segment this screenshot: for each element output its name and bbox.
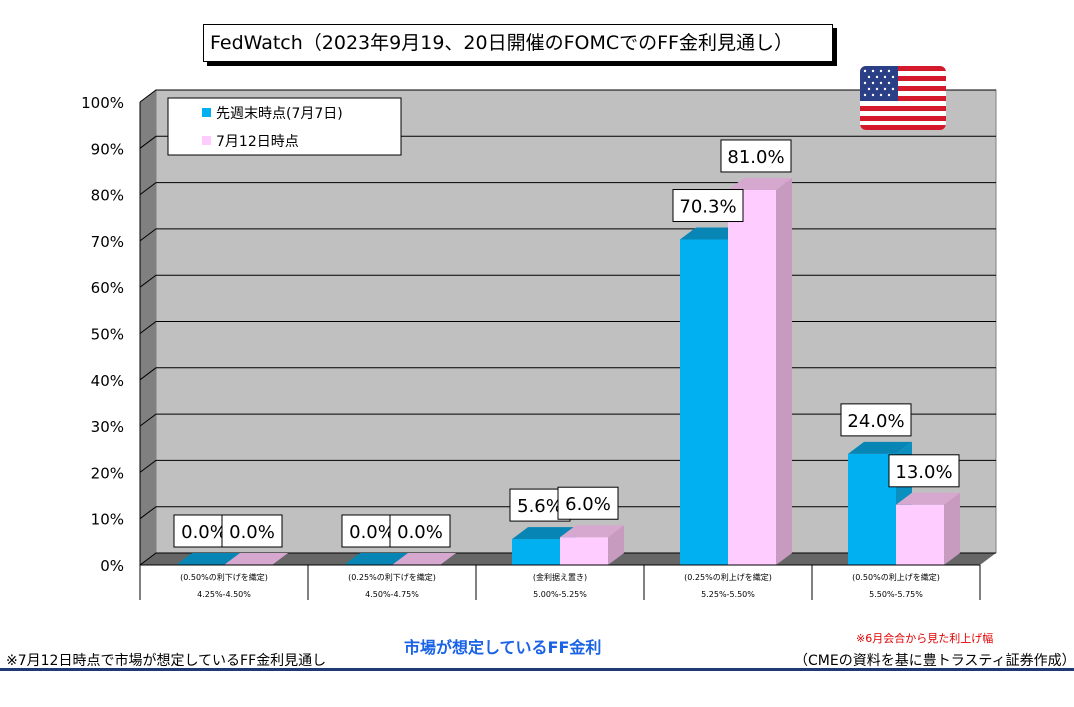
legend-swatch-1 [202,136,211,145]
data-label: 0.0% [349,522,395,543]
legend-label-1: 7月12日時点 [216,134,299,150]
bar-top-1-4 [896,492,960,505]
data-label-box [389,514,451,548]
bars [176,177,960,566]
bar-top-1-2 [560,525,624,538]
data-label: 6.0% [565,494,611,515]
bar-top-1-3 [728,177,792,190]
bar-1-4 [896,504,944,565]
us-flag-icon [860,66,946,130]
bar-0-2 [512,539,560,565]
y-tick-label: 0% [100,557,124,575]
legend-box [167,97,402,156]
y-tick-label: 40% [91,372,124,390]
data-label: 13.0% [895,462,952,483]
legend-label-0: 先週末時点(7月7日) [216,106,343,122]
bar-top-1-1 [392,553,456,565]
bar-1-3 [728,189,776,565]
y-tick-label: 20% [91,464,124,482]
data-label-box [672,189,744,223]
data-label: 5.6% [517,496,563,517]
x-category-note: (0.25%の利上げを織定) [684,572,772,582]
data-label: 0.0% [181,522,227,543]
y-tick-label: 70% [91,233,124,251]
bar-top-0-4 [848,441,912,454]
data-label: 0.0% [397,522,443,543]
y-axis-ticks: 0% 10% 20% 30% 40% 50% 60% 70% 80% 90% 100% [81,94,124,575]
data-label: 0.0% [229,522,275,543]
legend-swatch-0 [202,108,211,117]
y-tick-label: 10% [91,511,124,529]
y-tick-label: 80% [91,187,124,205]
x-category-note: (0.50%の利上げを織定) [852,572,940,582]
footer-red-note: ※6月会合から見た利上げ幅 [856,632,994,645]
gridline [139,89,996,103]
bar-side-1-2 [608,525,624,565]
x-category-note: (金利据え置き) [533,572,587,582]
bar-0-4 [848,453,896,565]
x-axis-title: 市場が想定しているFF金利 [404,638,602,657]
y-tick-label: 100% [81,94,124,112]
data-label-box [557,486,619,520]
data-label: 81.0% [727,147,784,168]
x-axis-categories: (0.50%の利下げを織定) 4.25%-4.50% (0.25%の利下げを織定) 4… [139,564,981,600]
x-category-label: 5.50%-5.75% [869,590,923,599]
gridline [139,135,996,149]
bar-top-0-2 [512,527,576,540]
y-tick-label: 50% [91,326,124,344]
bar-top-1-0 [224,553,288,565]
x-category-label: 4.50%-4.75% [365,590,419,599]
footer-left-note: ※7月12日時点で市場が想定しているFF金利見通し [6,653,327,669]
bar-0-3 [680,239,728,566]
x-category-label: 5.00%-5.25% [533,590,587,599]
bar-1-2 [560,537,608,565]
bar-top-0-0 [176,553,240,565]
bar-top-0-1 [344,553,408,565]
footer-source: （CMEの資料を基に豊トラスティ証券作成） [794,653,1074,669]
x-category-label: 5.25%-5.50% [701,590,755,599]
y-tick-label: 60% [91,279,124,297]
gridline [139,182,996,196]
data-label-box [221,514,283,548]
x-category-note: (0.50%の利下げを織定) [180,572,268,582]
x-category-label: 4.25%-4.50% [197,590,251,599]
x-category-note: (0.25%の利下げを織定) [348,572,436,582]
bar-side-1-3 [776,177,792,565]
data-label-box [720,139,792,173]
data-label-box [840,403,912,437]
bar-side-1-4 [944,492,960,565]
bottom-divider [0,668,1074,671]
data-label-box [888,454,960,488]
chart-title: FedWatch（2023年9月19、20日開催のFOMCでのFF金利見通し） [203,24,833,62]
y-tick-label: 90% [91,140,124,158]
data-labels: 0.0% 0.0%5.6%70.3%24.0%0.0% 0.0%6.0%81.0%1… [173,139,960,548]
y-tick-label: 30% [91,418,124,436]
legend: 先週末時点(7月7日) 7月12日時点 [167,97,402,156]
data-label: 24.0% [847,411,904,432]
data-label: 70.3% [679,197,736,218]
